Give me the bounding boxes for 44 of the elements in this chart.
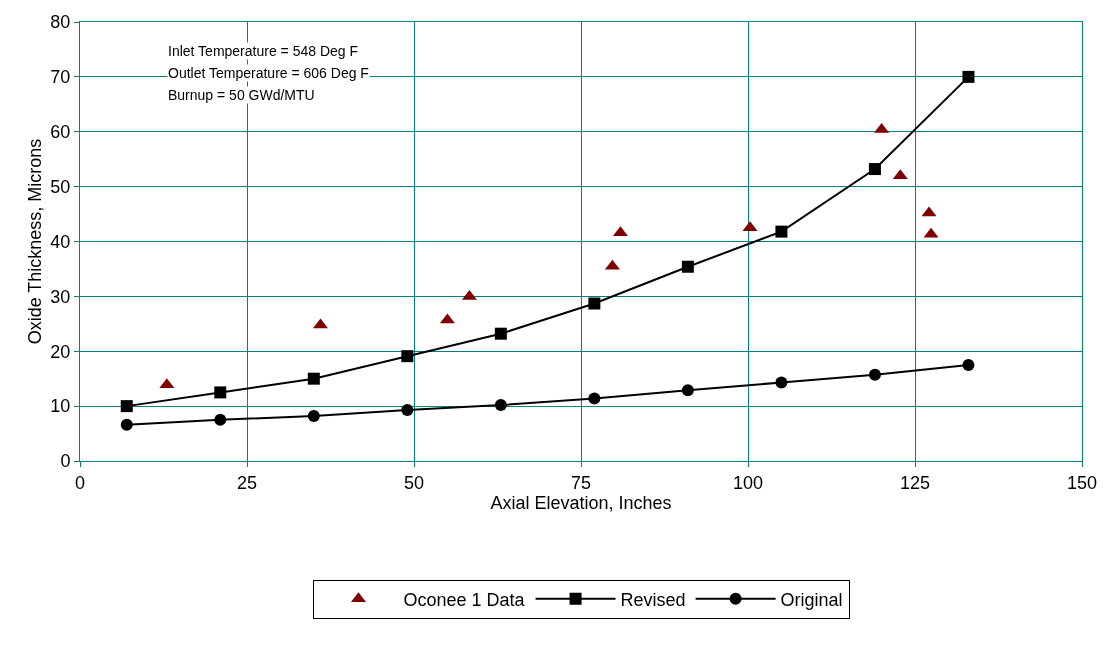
x-tick-label: 25 bbox=[236, 472, 258, 493]
y-tick-label: 50 bbox=[50, 176, 71, 197]
y-tick-label: 40 bbox=[50, 231, 71, 252]
point bbox=[214, 386, 227, 399]
point bbox=[307, 410, 320, 422]
point bbox=[120, 400, 133, 413]
point bbox=[681, 384, 694, 397]
y-tick-label: 20 bbox=[50, 341, 71, 362]
point bbox=[681, 260, 694, 273]
point bbox=[775, 225, 788, 238]
point bbox=[962, 70, 975, 83]
x-axis-title: Axial Elevation, Inches bbox=[490, 492, 672, 513]
legend-label: Original bbox=[780, 589, 843, 610]
y-tick-label: 70 bbox=[50, 67, 71, 88]
point bbox=[868, 368, 881, 381]
y-tick-label: 30 bbox=[50, 286, 71, 307]
point bbox=[868, 163, 881, 176]
x-tick-label: 100 bbox=[732, 472, 764, 493]
x-tick-label: 150 bbox=[1066, 472, 1098, 493]
point bbox=[775, 376, 788, 389]
y-tick-label: 0 bbox=[60, 451, 71, 472]
y-tick-label: 60 bbox=[50, 122, 71, 143]
annotation: Burnup = 50 GWd/MTU bbox=[168, 87, 315, 103]
x-tick-label: 50 bbox=[403, 472, 425, 493]
x-tick-label: 0 bbox=[74, 472, 86, 493]
point bbox=[962, 358, 975, 371]
legend-label: Oconee 1 Data bbox=[403, 589, 526, 610]
y-tick-label: 10 bbox=[50, 396, 71, 417]
point bbox=[214, 413, 227, 426]
point bbox=[307, 372, 320, 385]
point bbox=[588, 297, 601, 310]
y-axis-title: Oxide Thickness, Microns bbox=[24, 138, 45, 345]
point bbox=[588, 392, 601, 405]
point bbox=[494, 399, 507, 412]
point bbox=[401, 403, 414, 416]
point bbox=[494, 327, 507, 340]
x-tick-label: 75 bbox=[570, 472, 592, 493]
annotation: Outlet Temperature = 606 Deg F bbox=[168, 65, 369, 81]
x-tick-label: 125 bbox=[899, 472, 931, 493]
legend-label: Revised bbox=[620, 589, 686, 610]
point bbox=[401, 350, 414, 363]
annotation: Inlet Temperature = 548 Deg F bbox=[168, 43, 359, 59]
y-tick-label: 80 bbox=[50, 12, 71, 33]
point bbox=[120, 418, 133, 431]
